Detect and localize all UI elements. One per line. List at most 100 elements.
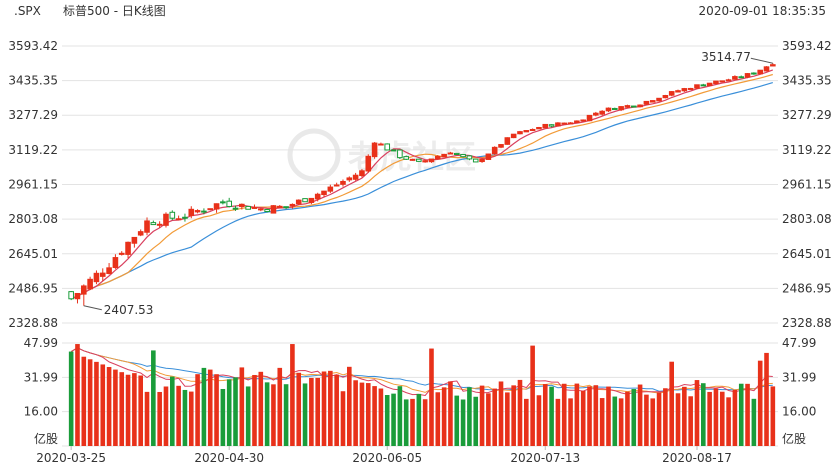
price-tick-right: 2328.88 (782, 316, 832, 330)
candle-body (624, 105, 631, 108)
ma10-line (70, 73, 773, 300)
volume-bar (542, 384, 548, 446)
candle-body (169, 211, 176, 219)
volume-bar (378, 388, 384, 446)
candle-body (435, 155, 441, 160)
candle-body (656, 97, 662, 102)
candle-body (87, 278, 93, 290)
volume-bar (170, 376, 175, 446)
candle (732, 75, 738, 80)
candle-body (276, 205, 283, 208)
volume-bar (201, 367, 207, 446)
candle (378, 142, 384, 146)
volume-bar (479, 385, 485, 446)
volume-bar (751, 398, 757, 446)
x-tick-label: 2020-03-25 (36, 451, 106, 465)
volume-bar (587, 386, 592, 446)
candle (593, 111, 599, 117)
volume-bar (593, 385, 599, 446)
candle (485, 153, 492, 160)
candle (757, 69, 763, 75)
candle-body (706, 82, 713, 87)
candle (681, 87, 688, 92)
candle (213, 203, 220, 213)
watermark: 老虎社区 (287, 128, 476, 182)
candle (118, 251, 125, 256)
candle-body (390, 149, 397, 152)
candle (81, 284, 87, 306)
candle (580, 119, 586, 122)
candle (605, 107, 612, 113)
candle-body (131, 236, 138, 244)
candle (751, 72, 757, 75)
candle (713, 80, 719, 85)
volume-bar (321, 371, 327, 446)
candle (435, 155, 441, 160)
price-tick-left: 2803.08 (8, 212, 58, 226)
candle (453, 152, 460, 156)
symbol-label: .SPX (14, 4, 41, 18)
candle-body (340, 180, 346, 185)
volume-bar (100, 364, 106, 446)
price-tick-left: 2961.15 (8, 178, 58, 192)
price-tick-left: 2486.95 (8, 281, 58, 295)
price-tick-right: 3435.35 (782, 74, 832, 88)
candle (201, 208, 207, 215)
volume-bar (239, 367, 245, 446)
volume-bar (713, 388, 719, 446)
max-label: 3514.77 (701, 50, 751, 64)
candle (441, 153, 447, 158)
chart-title: 标普500 - 日K线图 (63, 4, 166, 18)
candle (289, 203, 296, 209)
volume-bar (486, 393, 491, 446)
volume-bar (656, 392, 662, 446)
candle (93, 270, 100, 285)
candle-body (270, 205, 277, 214)
candle-body (125, 241, 131, 255)
volume-bar (555, 398, 561, 446)
candle (624, 104, 631, 109)
candle-body (491, 146, 498, 155)
candle (144, 217, 150, 236)
candle (574, 120, 580, 124)
candle-body (586, 114, 593, 122)
candle (169, 210, 176, 221)
volume-bar (353, 380, 358, 446)
candle (346, 176, 353, 182)
candle-body (201, 210, 207, 213)
candle-body (523, 130, 530, 133)
candle (308, 197, 315, 205)
candle (270, 205, 277, 214)
volume-bar (163, 386, 169, 446)
candle (460, 154, 466, 158)
candle (498, 144, 504, 149)
volume-bar (663, 388, 668, 446)
volume-ma10-line (70, 347, 773, 394)
candle-body (517, 131, 523, 135)
candle-body (333, 184, 340, 187)
annotations: 3514.77 2407.53 (83, 50, 773, 317)
volume-bar (625, 391, 630, 446)
candle-body (460, 154, 466, 158)
candle-body (321, 190, 327, 196)
price-tick-left: 3593.42 (8, 39, 58, 53)
candle-body (763, 66, 770, 72)
volume-bar (290, 344, 295, 446)
watermark-logo-icon (287, 128, 341, 182)
candle-body (213, 203, 220, 210)
volume-bar (524, 398, 529, 446)
volume-bar (68, 351, 74, 446)
max-pointer (750, 57, 773, 64)
price-tick-left: 3277.29 (8, 108, 58, 122)
candle-body (118, 252, 125, 255)
volume-bar (492, 388, 497, 446)
volume-bar (505, 392, 510, 446)
candle-body (548, 124, 555, 127)
volume-tick-left: 47.99 (24, 336, 58, 350)
candle (112, 254, 119, 269)
volume-bar (682, 386, 687, 446)
candle (561, 122, 568, 125)
candle-body (643, 100, 650, 105)
